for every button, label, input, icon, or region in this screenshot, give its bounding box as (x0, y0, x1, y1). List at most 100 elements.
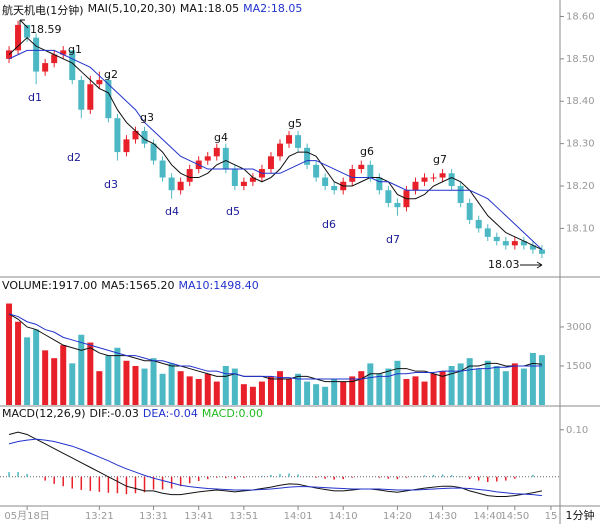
candle-body (24, 24, 31, 38)
candle-body (502, 241, 509, 246)
volume-bar (51, 358, 58, 405)
y-tick-label: 18.10 (566, 223, 595, 234)
x-tick-label: 05月18日 (4, 510, 49, 522)
volume-bar (430, 373, 437, 405)
candle-body (430, 177, 437, 179)
period-label: 1分钟 (566, 508, 595, 522)
candle-body (240, 181, 247, 186)
volume-bar (439, 371, 446, 405)
volume-bar (367, 363, 374, 405)
volume-bar (105, 355, 112, 405)
volume-bar (313, 384, 320, 405)
indicator: MAI(5,10,20,30) (87, 2, 176, 15)
annotation: d1 (28, 91, 42, 104)
volume-bar (6, 303, 13, 405)
volume-bar (520, 368, 527, 405)
volume-bar (403, 378, 410, 405)
volume-bar (457, 363, 464, 405)
y-tick-label: 18.40 (566, 96, 595, 107)
y-tick-label: 18.20 (566, 181, 595, 192)
candle-body (493, 236, 500, 242)
volume-bar (114, 347, 121, 405)
candle-body (466, 202, 473, 220)
volume-header: VOLUME:1917.00 MA5:1565.20 MA10:1498.40 (2, 279, 259, 292)
candle-body (322, 177, 329, 186)
annotation: g1 (68, 43, 82, 56)
annotation: g4 (214, 131, 228, 144)
volume-bar (267, 376, 274, 405)
volume-bar (466, 358, 473, 405)
candle-body (394, 202, 401, 208)
volume-bar (385, 368, 392, 405)
y-tick-label: 1500 (566, 361, 591, 372)
candle-body (331, 186, 338, 191)
volume-bar (69, 363, 76, 405)
legend-entry: DIF:-0.03 (89, 407, 139, 420)
y-tick-label: 18.30 (566, 139, 595, 150)
candle-body (123, 139, 130, 153)
y-tick-label: 18.60 (566, 11, 595, 22)
volume-bar (186, 376, 193, 405)
legend-entry: DEA:-0.04 (142, 407, 198, 420)
x-tick-label: 14:20 (383, 511, 412, 522)
title: MACD(12,26,9) (2, 407, 86, 420)
volume-bar (141, 368, 148, 405)
arrow (19, 19, 29, 29)
candle-body (448, 173, 455, 186)
annotation: 18.59 (30, 23, 62, 36)
volume-bar (277, 371, 283, 405)
volume-bar (376, 373, 383, 405)
volume-bar (502, 371, 509, 405)
volume-bar (258, 381, 265, 405)
candle-body (42, 63, 49, 72)
candle-body (304, 147, 311, 165)
annotation: g5 (288, 117, 302, 130)
candle-body (358, 164, 365, 170)
volume-bar (195, 378, 202, 405)
y-tick-label: 3000 (566, 322, 591, 333)
volume-bar (493, 365, 500, 405)
volume-bar (340, 381, 347, 405)
volume-bar (249, 386, 256, 405)
ma-line (8, 313, 542, 380)
arrow (520, 261, 543, 269)
candle-body (376, 177, 383, 191)
ma-line (8, 49, 543, 250)
volume-bar (475, 368, 482, 405)
volume-bar (168, 363, 175, 405)
volume-bar (24, 337, 31, 405)
candle-body (60, 50, 67, 55)
annotation: d5 (226, 205, 240, 218)
volume-bar (96, 371, 103, 405)
y-tick-label: 0.10 (566, 425, 588, 436)
ma-line (8, 36, 543, 251)
annotation: g6 (360, 145, 374, 158)
volume-bar (448, 365, 455, 405)
x-tick-label: 13:51 (229, 511, 258, 522)
legend-entry: MA2:18.05 (243, 2, 303, 15)
candle-body (421, 177, 428, 182)
x-tick-label: 14:50 (500, 511, 529, 522)
volume-bar (240, 384, 247, 405)
candle-body (96, 80, 103, 85)
x-tick-label: 13:41 (184, 511, 213, 522)
volume-bar (78, 334, 85, 405)
volume-bar (394, 360, 401, 405)
x-tick-label: 13:31 (139, 511, 168, 522)
volume-bar (150, 358, 157, 405)
candle-body (457, 186, 464, 203)
annotation: d4 (165, 205, 179, 218)
volume-bar (349, 376, 356, 405)
candle-body (286, 135, 293, 144)
annotation: d7 (386, 233, 400, 246)
candle-body (87, 84, 94, 110)
volume-bar (511, 363, 518, 405)
volume-bar (87, 342, 94, 405)
candle-body (520, 241, 527, 246)
volume-bar (42, 350, 49, 405)
candle-body (475, 219, 482, 229)
candle-body (114, 118, 121, 153)
ma-line (8, 431, 543, 498)
candle-body (222, 147, 229, 170)
annotation: d2 (67, 151, 81, 164)
